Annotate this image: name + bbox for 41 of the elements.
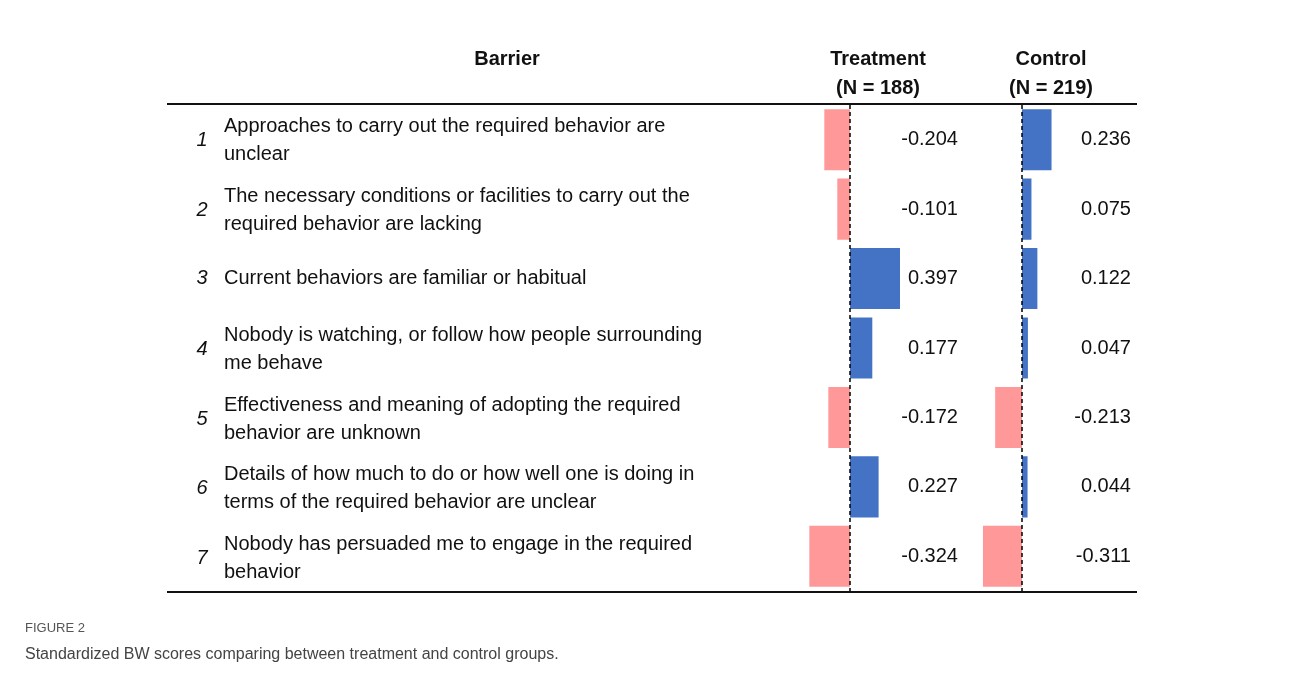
data-label: -0.204	[901, 127, 958, 150]
y-tick-label: 1 Approaches to carry out the required behavior are unclear	[195, 112, 667, 166]
y-tick-label: 7 Nobody has persuaded me to engage in the required behavior	[195, 531, 694, 585]
chart-subtitle: (N = 219)	[1008, 75, 1094, 100]
bar	[1022, 456, 1028, 518]
data-label: 0.227	[907, 474, 958, 497]
y-tick-label: 6 Details of how much to do or how well one is doing in terms of the required behavior are unclear	[195, 461, 696, 515]
data-label: 0.044	[1080, 474, 1131, 497]
bar	[1022, 317, 1028, 379]
y-tick-label: 4 Nobody is watching, or follow how people surrounding me behave	[195, 322, 704, 375]
data-label: -0.311	[1075, 543, 1131, 566]
bar	[828, 386, 850, 448]
data-label: 0.122	[1080, 266, 1131, 289]
y-tick-label: 3 Current behaviors are familiar or habitual	[195, 264, 588, 290]
bar	[809, 525, 850, 587]
caption: FIGURE 2	[25, 620, 85, 635]
chart-title: Control	[1014, 46, 1088, 71]
data-label: -0.172	[901, 404, 958, 427]
chart-subtitle: (N = 188)	[835, 75, 921, 100]
y-tick-label: 2 The necessary conditions or facilities to carry out the required behavior are lacking	[195, 182, 691, 236]
bar	[982, 525, 1022, 587]
y-tick-label: 5 Effectiveness and meaning of adopting the required behavior are unknown	[195, 391, 682, 445]
data-label: -0.213	[1074, 404, 1131, 427]
data-label: -0.324	[901, 543, 958, 566]
data-label: 0.047	[1080, 335, 1131, 358]
bar	[850, 456, 879, 518]
bar	[824, 109, 850, 171]
y-axis-title: Barrier	[473, 46, 541, 71]
bar	[837, 178, 850, 240]
bar	[1022, 109, 1052, 171]
data-label: 0.177	[907, 335, 958, 358]
text: Standardized BW scores comparing between treatment and control groups.	[25, 645, 559, 663]
bar	[995, 386, 1022, 448]
data-label: -0.101	[901, 196, 958, 219]
data-label: 0.397	[907, 266, 958, 289]
data-label: 0.075	[1080, 196, 1131, 219]
bar	[850, 248, 901, 310]
data-label: 0.236	[1080, 127, 1131, 150]
bar	[850, 317, 873, 379]
chart-title: Treatment	[829, 46, 927, 71]
bar	[1022, 248, 1038, 310]
